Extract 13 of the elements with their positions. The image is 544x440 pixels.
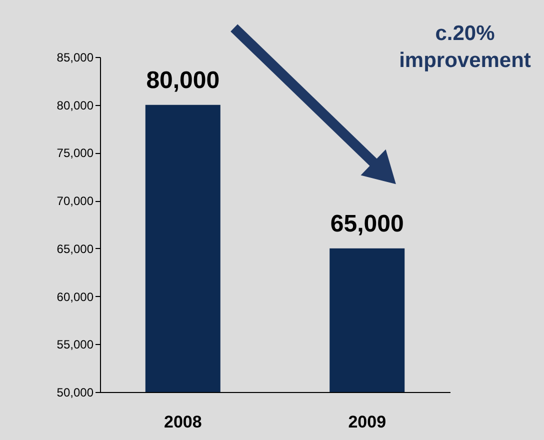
- y-tick-label: 80,000: [56, 98, 94, 112]
- y-tick-label: 65,000: [56, 242, 94, 256]
- x-tick-label: 2009: [348, 412, 386, 432]
- data-label: 65,000: [330, 210, 404, 238]
- y-tick-label: 55,000: [56, 338, 94, 352]
- y-tick-label: 60,000: [56, 290, 94, 304]
- y-tick-label: 85,000: [56, 50, 94, 64]
- x-tick-label: 2008: [164, 412, 202, 432]
- y-tick-label: 70,000: [56, 194, 94, 208]
- data-label: 80,000: [146, 66, 220, 94]
- annotation: c.20% improvement: [399, 22, 531, 72]
- y-tick-label: 50,000: [56, 386, 94, 400]
- y-tick-label: 75,000: [56, 146, 94, 160]
